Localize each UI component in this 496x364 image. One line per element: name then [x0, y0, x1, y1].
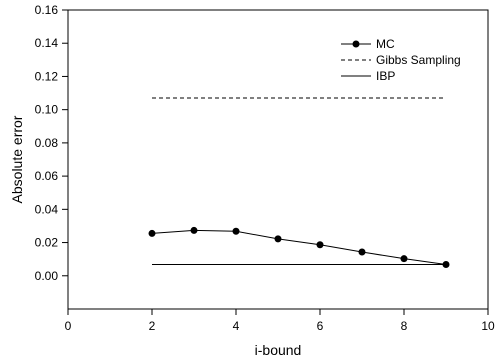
y-tick-label: 0.10	[35, 103, 59, 117]
y-tick-label: 0.06	[35, 169, 59, 183]
y-tick-label: 0.00	[35, 269, 59, 283]
legend: MC Gibbs Sampling IBP	[341, 37, 461, 83]
y-tick-label: 0.16	[35, 3, 59, 17]
y-tick-label: 0.04	[35, 202, 59, 216]
x-tick-label: 6	[317, 319, 324, 333]
x-axis-title: i-bound	[255, 342, 302, 358]
x-tick-label: 8	[401, 319, 408, 333]
x-tick-label: 4	[233, 319, 240, 333]
legend-label-2: IBP	[376, 69, 395, 83]
series-line-0	[151, 229, 447, 265]
legend-label-1: Gibbs Sampling	[376, 53, 461, 67]
plot-frame	[67, 9, 489, 310]
y-tick-label: 0.12	[35, 69, 59, 83]
axes: 0.00 0.02 0.04 0.06 0.08 0.10 0.12 0.14 0.16 0 2 4 6…	[35, 3, 495, 333]
legend-marker	[352, 40, 360, 48]
data-point	[190, 226, 198, 234]
y-tick-label: 0.14	[35, 36, 59, 50]
x-tick-label: 2	[149, 319, 156, 333]
y-tick-label: 0.02	[35, 236, 59, 250]
data-point	[316, 241, 324, 249]
data-point	[232, 227, 240, 235]
data-point	[274, 235, 282, 243]
legend-label-0: MC	[376, 37, 395, 51]
data-point	[358, 248, 366, 256]
y-axis-title: Absolute error	[9, 115, 25, 203]
data-point	[148, 229, 156, 237]
series-layer	[148, 97, 450, 268]
y-tick-label: 0.08	[35, 136, 59, 150]
x-tick-label: 0	[65, 319, 72, 333]
data-point	[400, 255, 408, 263]
x-tick-label: 10	[481, 319, 495, 333]
